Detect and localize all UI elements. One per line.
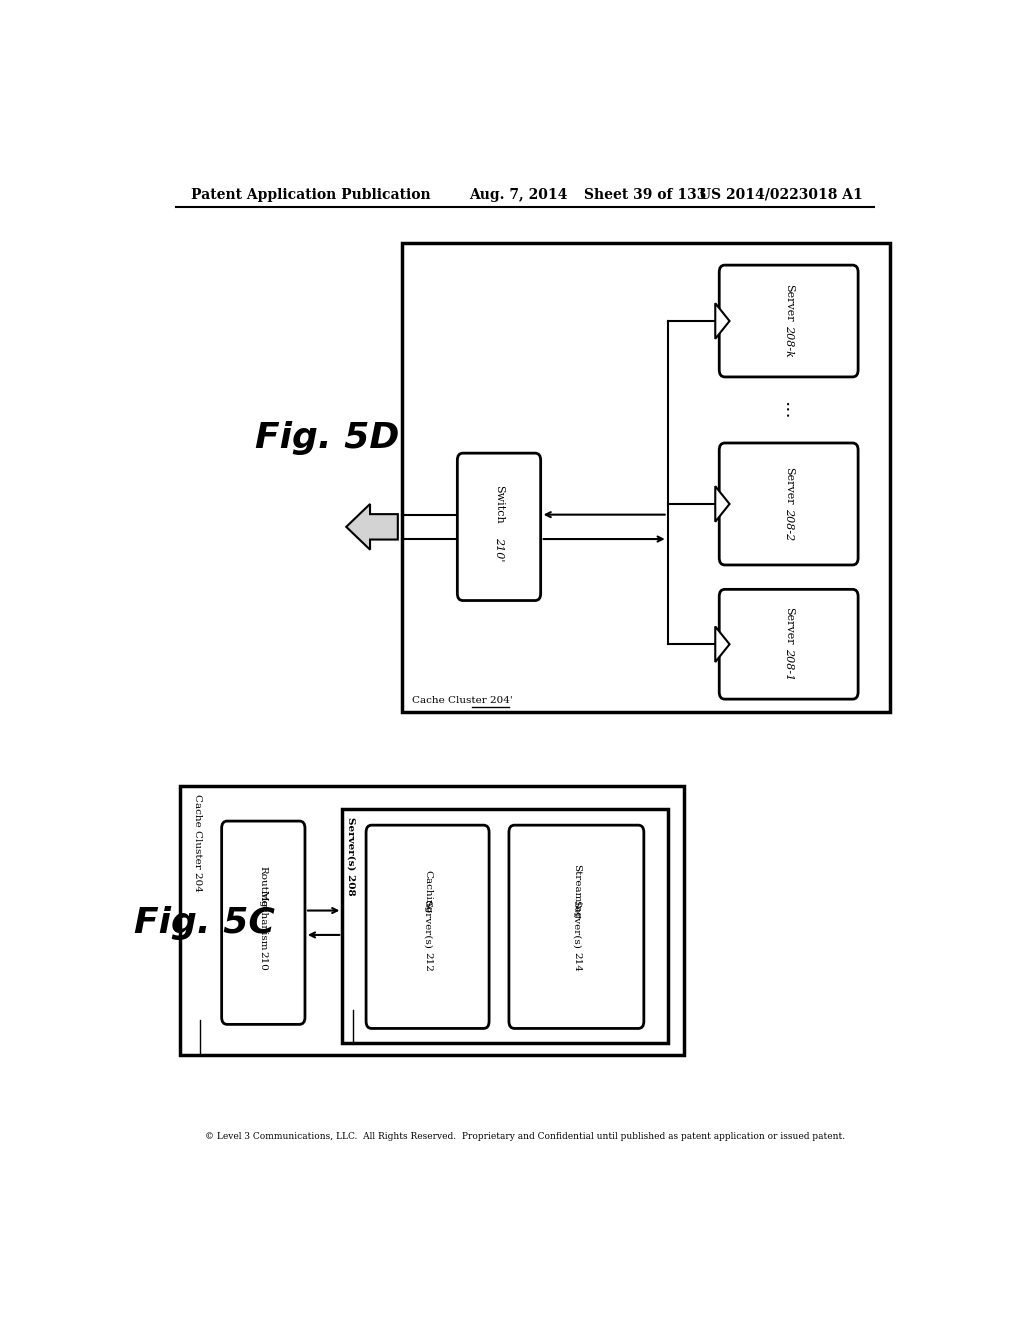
Text: Fig. 5D: Fig. 5D [255,421,399,455]
Text: Cache Cluster 204': Cache Cluster 204' [412,696,513,705]
Text: Patent Application Publication: Patent Application Publication [191,187,431,202]
Text: © Level 3 Communications, LLC.  All Rights Reserved.  Proprietary and Confidenti: © Level 3 Communications, LLC. All Right… [205,1131,845,1140]
Text: Routing: Routing [259,866,268,908]
Text: Server: Server [783,467,794,504]
FancyBboxPatch shape [367,825,489,1028]
Text: Sheet 39 of 133: Sheet 39 of 133 [585,187,707,202]
FancyBboxPatch shape [458,453,541,601]
Text: Mechanism: Mechanism [259,891,268,950]
Text: Server(s): Server(s) [423,900,432,949]
Text: Server: Server [783,607,794,644]
FancyBboxPatch shape [719,444,858,565]
FancyArrow shape [715,627,729,663]
Bar [179,785,684,1055]
Text: Aug. 7, 2014: Aug. 7, 2014 [469,187,567,202]
FancyArrow shape [715,304,729,339]
Text: US 2014/0223018 A1: US 2014/0223018 A1 [699,187,863,202]
Text: Fig. 5C: Fig. 5C [134,906,275,940]
Text: 210: 210 [259,952,268,972]
Text: Server(s) 208: Server(s) 208 [346,817,355,896]
Text: Server: Server [783,284,794,322]
Text: ...: ... [779,400,798,420]
Text: Switch: Switch [494,486,504,524]
Text: 208-1: 208-1 [783,648,794,681]
Text: 212: 212 [423,953,432,973]
Text: 214: 214 [571,953,581,973]
Text: Cache Cluster 204: Cache Cluster 204 [194,793,202,891]
Bar [401,243,890,713]
Text: 208-2: 208-2 [783,508,794,540]
FancyArrow shape [715,486,729,521]
FancyBboxPatch shape [719,589,858,700]
FancyArrow shape [346,504,397,549]
Bar [342,809,668,1043]
Text: 208-k: 208-k [783,326,794,358]
FancyBboxPatch shape [221,821,305,1024]
Text: Streaming: Streaming [571,863,581,919]
FancyBboxPatch shape [719,265,858,378]
Text: Caching: Caching [423,870,432,913]
Text: Server(s): Server(s) [571,900,581,949]
Text: 210': 210' [494,537,504,561]
FancyBboxPatch shape [509,825,644,1028]
